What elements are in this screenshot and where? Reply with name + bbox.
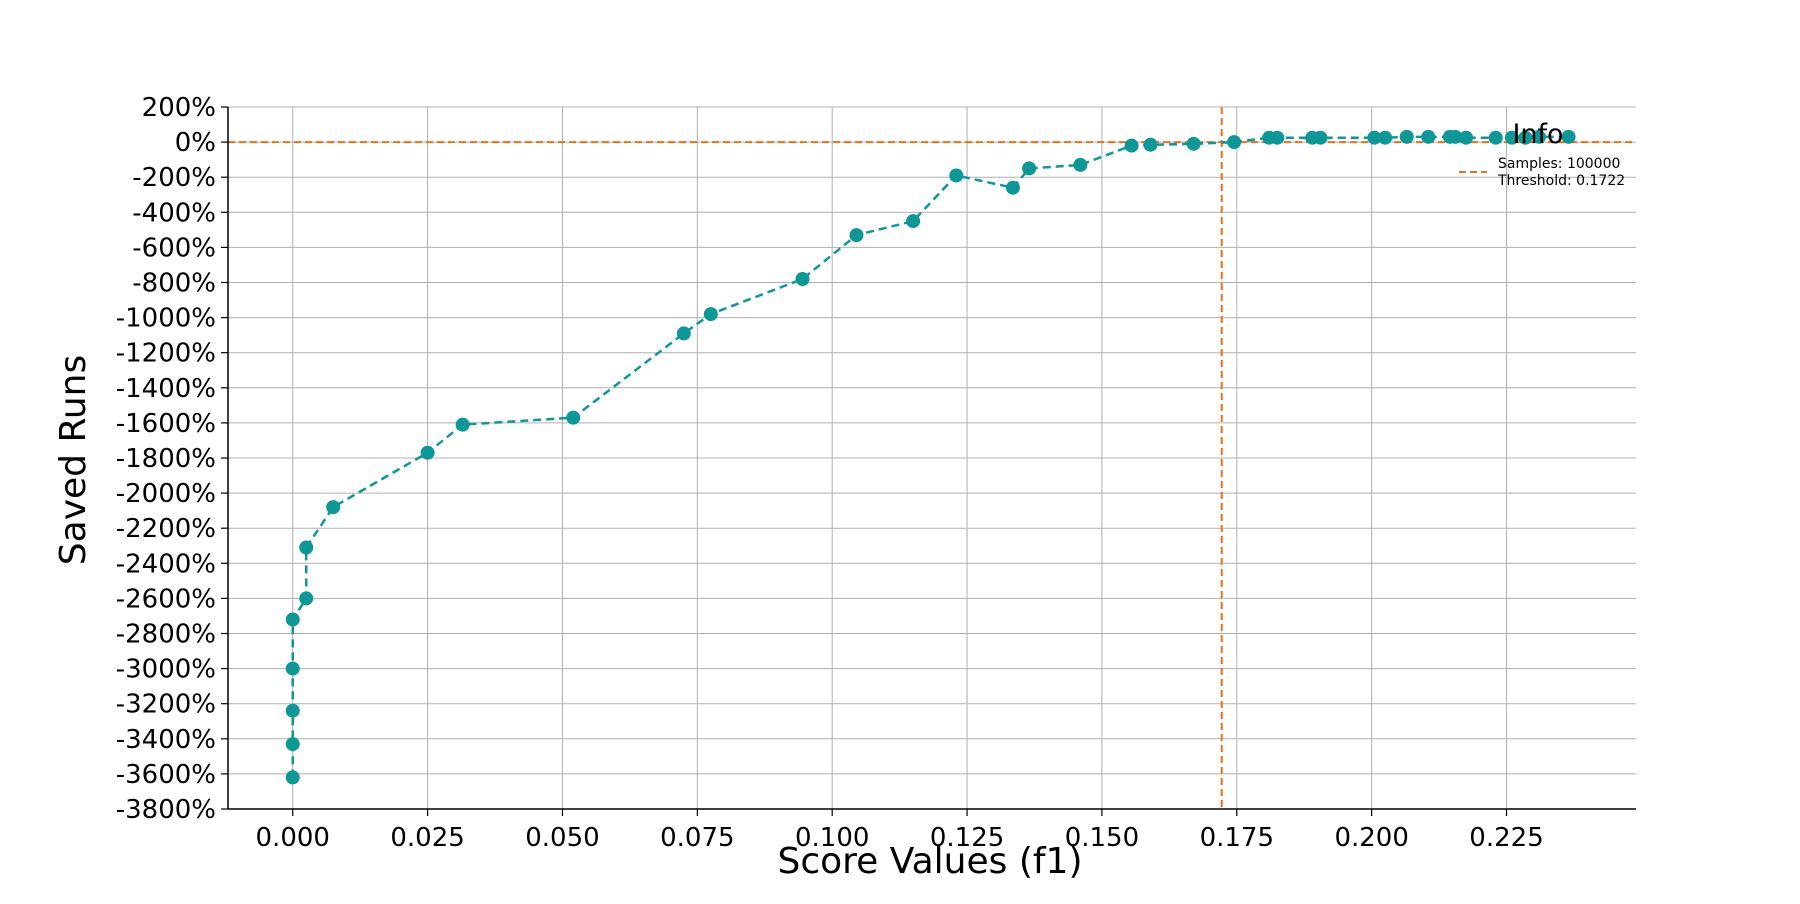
data-point — [795, 271, 810, 286]
y-tick-label: -2200% — [116, 514, 216, 544]
data-point — [285, 770, 300, 785]
data-point — [1073, 157, 1088, 172]
data-point — [1270, 130, 1285, 145]
data-point — [299, 591, 314, 606]
data-point — [420, 445, 435, 460]
y-tick-label: -800% — [132, 269, 216, 299]
x-tick-label: 0.025 — [390, 823, 464, 853]
y-axis-ticks: 200% 0% -200% -400% -600% -800% -1000% -1200% -1… — [116, 93, 228, 825]
data-point — [566, 410, 581, 425]
x-tick-label: 0.125 — [930, 823, 1004, 853]
data-point — [949, 168, 964, 183]
data-point — [1227, 135, 1242, 150]
data-point — [1124, 138, 1139, 153]
y-tick-label: -200% — [132, 163, 216, 193]
data-point — [1448, 129, 1463, 144]
x-axis-ticks: 0.000 0.025 0.050 0.075 0.100 0.125 0.150 0.175… — [256, 809, 1544, 853]
data-point — [285, 612, 300, 627]
data-point — [1504, 130, 1519, 145]
x-tick-label: 0.000 — [256, 823, 330, 853]
data-point — [1313, 130, 1328, 145]
data-point — [1143, 137, 1158, 152]
data-point — [285, 737, 300, 752]
legend-entry-threshold: Threshold: 0.1722 — [1497, 173, 1625, 189]
y-tick-label: -2800% — [116, 620, 216, 650]
data-point — [703, 307, 718, 322]
x-tick-label: 0.175 — [1200, 823, 1274, 853]
data-point — [326, 500, 341, 515]
data-point — [676, 326, 691, 341]
y-tick-label: -3200% — [116, 690, 216, 720]
series-layer — [285, 129, 1576, 785]
legend: Info Samples: 100000 Threshold: 0.1722 — [1459, 119, 1625, 189]
x-axis-title: Score Values (f1) — [778, 841, 1083, 882]
data-point — [1561, 129, 1576, 144]
y-tick-label: 0% — [175, 128, 216, 158]
x-tick-label: 0.225 — [1469, 823, 1543, 853]
y-tick-label: -2600% — [116, 584, 216, 614]
y-tick-label: -1800% — [116, 444, 216, 474]
data-point — [1378, 130, 1393, 145]
data-point — [1421, 129, 1436, 144]
x-tick-label: 0.050 — [525, 823, 599, 853]
y-tick-label: -400% — [132, 198, 216, 228]
data-point — [285, 703, 300, 718]
data-point — [1005, 180, 1020, 195]
y-tick-label: 200% — [142, 93, 216, 123]
y-tick-label: -3800% — [116, 795, 216, 825]
y-tick-label: -600% — [132, 233, 216, 263]
legend-entry-samples: Samples: 100000 — [1498, 156, 1620, 172]
x-tick-label: 0.075 — [660, 823, 734, 853]
data-point — [299, 540, 314, 555]
series-line — [291, 135, 1569, 778]
data-point — [285, 661, 300, 676]
legend-title: Info — [1512, 119, 1563, 150]
data-point — [1367, 130, 1382, 145]
data-point — [849, 228, 864, 243]
y-axis-title: Saved Runs — [53, 355, 94, 565]
data-point — [906, 214, 921, 229]
y-tick-label: -3400% — [116, 725, 216, 755]
data-point — [1399, 129, 1414, 144]
x-tick-label: 0.100 — [795, 823, 869, 853]
x-tick-label: 0.150 — [1065, 823, 1139, 853]
data-point — [1518, 130, 1533, 145]
reference-lines — [228, 107, 1636, 809]
y-tick-label: -1600% — [116, 409, 216, 439]
data-point — [1459, 130, 1474, 145]
data-point — [455, 417, 470, 432]
y-tick-label: -1200% — [116, 339, 216, 369]
grid — [228, 106, 1636, 810]
y-tick-label: -1000% — [116, 304, 216, 334]
y-tick-label: -1400% — [116, 374, 216, 404]
y-tick-label: -3000% — [116, 655, 216, 685]
data-point — [1022, 161, 1037, 176]
data-point — [1488, 130, 1503, 145]
data-point — [1531, 129, 1546, 144]
x-tick-label: 0.200 — [1334, 823, 1408, 853]
y-tick-label: -3600% — [116, 760, 216, 790]
y-tick-label: -2000% — [116, 479, 216, 509]
y-tick-label: -2400% — [116, 549, 216, 579]
data-point — [1186, 136, 1201, 151]
